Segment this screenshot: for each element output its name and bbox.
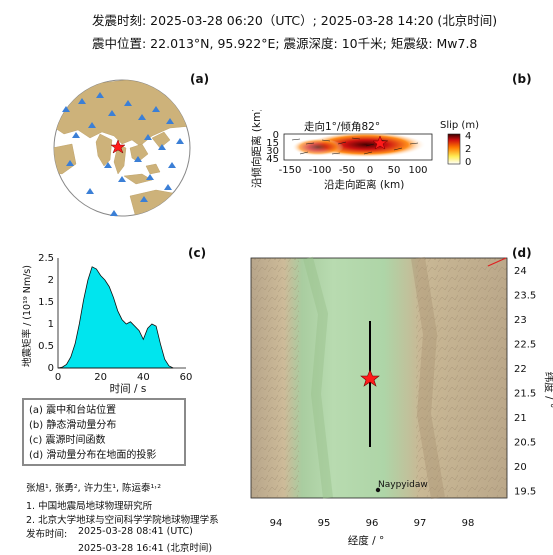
map-ytick: 23 bbox=[514, 315, 527, 326]
colorbar-tick: 0 bbox=[465, 157, 471, 168]
epicenter-star-map bbox=[360, 369, 380, 387]
map-ytick: 22 bbox=[514, 364, 527, 375]
panel-a-label: (a) bbox=[190, 72, 210, 86]
slip-xtick: -150 bbox=[279, 165, 302, 176]
epicenter-line: 震中位置: 22.013°N, 95.922°E; 震源深度: 10千米; 矩震… bbox=[92, 36, 478, 51]
map-ytick: 22.5 bbox=[514, 340, 536, 351]
stf-xtick: 40 bbox=[137, 372, 150, 383]
map-ytick: 24 bbox=[514, 266, 527, 277]
city-label: Naypyidaw bbox=[378, 480, 428, 490]
stf-ylabel: 地震矩率 / (10¹⁹ Nm/s) bbox=[21, 265, 33, 367]
affiliation-2: 2. 北京大学地球与空间科学学院地球物理学系 bbox=[26, 515, 219, 526]
map-xtick: 98 bbox=[462, 518, 475, 529]
stf-ytick: 1.5 bbox=[38, 297, 54, 308]
stf-xtick: 60 bbox=[180, 372, 193, 383]
colorbar-tick: 4 bbox=[465, 131, 471, 142]
legend-item-c: (c) 震源时间函数 bbox=[29, 435, 106, 446]
slip-ylabel: 沿倾向距离 (km) bbox=[250, 110, 263, 188]
stf-ytick: 0 bbox=[48, 363, 54, 374]
release-time-beijing: 2025-03-28 16:41 (北京时间) bbox=[78, 543, 213, 554]
panel-c-label: (c) bbox=[188, 246, 207, 260]
map-xlabel: 经度 / ° bbox=[348, 534, 384, 547]
map-ylabel: 纬度 / ° bbox=[543, 372, 553, 408]
slip-colorbar-title: Slip (m) bbox=[440, 120, 479, 131]
slip-title: 走向1°/倾角82° bbox=[304, 120, 380, 133]
slip-distribution-plot: 走向1°/倾角82° 0 15 30 45 -150 -100 -50 0 50… bbox=[250, 110, 479, 191]
map-ytick: 23.5 bbox=[514, 291, 536, 302]
origin-time-line: 发震时刻: 2025-03-28 06:20（UTC）; 2025-03-28 … bbox=[92, 13, 498, 28]
stf-xtick: 0 bbox=[55, 372, 61, 383]
stf-area bbox=[57, 266, 174, 369]
panel-legend: (a) 震中和台站位置 (b) 静态滑动量分布 (c) 震源时间函数 (d) 滑… bbox=[22, 398, 186, 466]
release-time-utc: 2025-03-28 08:41 (UTC) bbox=[78, 526, 193, 537]
slip-xtick: 0 bbox=[367, 165, 373, 176]
map-ytick: 19.5 bbox=[514, 487, 536, 498]
map-xtick: 96 bbox=[366, 518, 379, 529]
map-ytick: 20.5 bbox=[514, 438, 536, 449]
stf-ytick: 2.5 bbox=[38, 253, 54, 264]
authors: 张旭¹, 张勇², 许力生¹, 陈运泰¹˒² bbox=[26, 483, 162, 494]
map-ytick: 21 bbox=[514, 413, 527, 424]
slip-xtick: 50 bbox=[388, 165, 401, 176]
affiliation-1: 1. 中国地震局地球物理研究所 bbox=[26, 501, 153, 512]
panel-d-label: (d) bbox=[512, 246, 532, 260]
colorbar-tick: 2 bbox=[465, 144, 471, 155]
slip-xtick: -100 bbox=[309, 165, 332, 176]
slip-xlabel: 沿走向距离 (km) bbox=[324, 178, 404, 191]
stf-xtick: 20 bbox=[94, 372, 107, 383]
slip-xtick: -50 bbox=[339, 165, 355, 176]
city-dot bbox=[375, 487, 381, 493]
slip-ytick: 30 bbox=[266, 146, 279, 157]
stf-ytick: 1 bbox=[48, 319, 54, 330]
station-markers bbox=[62, 92, 184, 216]
slip-projection-map: Naypyidaw 94 95 96 97 98 经度 / ° 24 23.5 23… bbox=[250, 256, 553, 547]
stf-axes bbox=[57, 258, 186, 369]
epicenter-star bbox=[110, 139, 126, 154]
map-ytick: 20 bbox=[514, 462, 527, 473]
legend-item-a: (a) 震中和台站位置 bbox=[29, 405, 117, 416]
globe-map bbox=[53, 79, 191, 217]
slip-ytick: 0 bbox=[273, 130, 279, 141]
legend-item-b: (b) 静态滑动量分布 bbox=[29, 420, 117, 431]
map-xtick: 97 bbox=[414, 518, 427, 529]
stf-xlabel: 时间 / s bbox=[110, 382, 147, 395]
map-xtick: 95 bbox=[318, 518, 331, 529]
stf-ytick: 0.5 bbox=[38, 341, 54, 352]
slip-xtick: 100 bbox=[408, 165, 427, 176]
source-time-function-chart: 0 0.5 1 1.5 2 2.5 0 20 40 60 时间 / s 地震矩率 / (10¹⁹ … bbox=[21, 253, 193, 395]
hypocenter-star bbox=[372, 135, 388, 150]
map-ytick: 21.5 bbox=[514, 389, 536, 400]
slip-ytick: 15 bbox=[266, 138, 279, 149]
panel-b-label: (b) bbox=[512, 72, 532, 86]
slip-ytick: 45 bbox=[266, 154, 279, 165]
map-xtick: 94 bbox=[270, 518, 283, 529]
release-label: 发布时间: bbox=[26, 529, 68, 540]
stf-ytick: 2 bbox=[48, 275, 54, 286]
legend-item-d: (d) 滑动量分布在地面的投影 bbox=[29, 450, 157, 461]
